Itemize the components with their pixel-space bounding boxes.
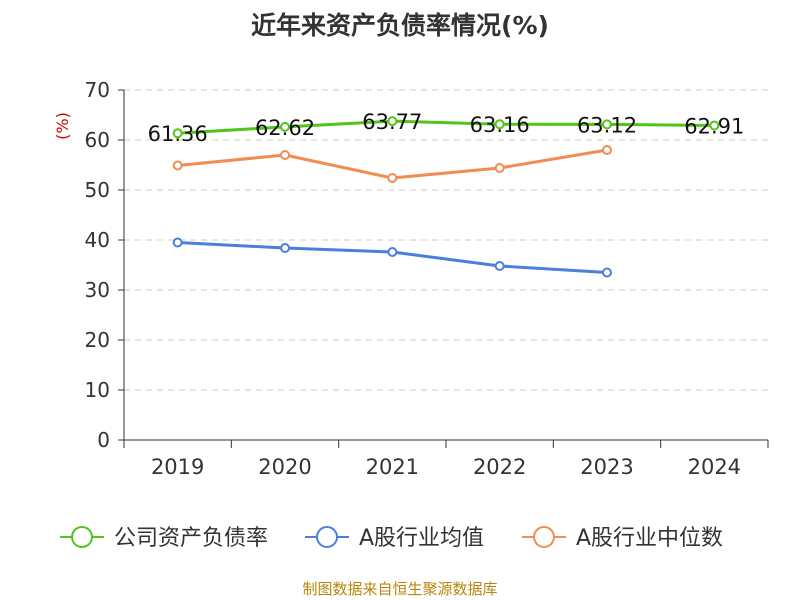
data-point (602, 119, 612, 130)
y-tick-label: 70 (85, 78, 110, 102)
data-point (494, 119, 505, 130)
data-point (280, 150, 290, 160)
x-tick-label: 2022 (473, 455, 526, 479)
data-point (172, 128, 183, 139)
y-axis-label: (%) (53, 112, 72, 140)
x-tick-label: 2021 (366, 455, 419, 479)
x-tick-label: 2024 (688, 455, 741, 479)
series-line (177, 119, 715, 135)
data-point (280, 121, 290, 132)
y-tick-label: 0 (97, 428, 110, 452)
data-label: 63.16 (470, 113, 530, 137)
data-label: 62.91 (684, 114, 744, 138)
x-tick-label: 2023 (580, 455, 633, 479)
y-tick-label: 50 (85, 178, 110, 202)
x-tick-label: 2020 (258, 455, 311, 479)
legend-label: A股行业中位数 (576, 526, 723, 551)
data-point (172, 160, 183, 171)
legend-label: A股行业均值 (359, 526, 484, 551)
data-point (602, 267, 612, 278)
data-point (494, 163, 505, 173)
legend-marker (71, 526, 93, 548)
y-tick-label: 20 (85, 328, 110, 352)
data-label: 61.36 (148, 122, 208, 146)
source-note: 制图数据来自恒生聚源数据库 (302, 580, 498, 598)
legend-marker (533, 526, 555, 548)
data-point (494, 261, 505, 271)
data-label: 63.77 (362, 110, 422, 134)
data-point (387, 116, 398, 127)
data-point (387, 247, 398, 257)
data-label: 62.62 (255, 116, 315, 140)
data-label: 63.12 (577, 113, 637, 137)
y-tick-label: 40 (85, 228, 110, 252)
data-point (387, 173, 398, 183)
y-tick-label: 10 (85, 378, 110, 402)
x-tick-label: 2019 (151, 455, 204, 479)
data-point (172, 237, 183, 248)
data-point (602, 145, 612, 155)
chart-title: 近年来资产负债率情况(%) (251, 11, 549, 40)
legend-marker (316, 526, 338, 548)
y-tick-label: 30 (85, 278, 110, 302)
data-point (280, 243, 290, 253)
legend-label: 公司资产负债率 (114, 526, 268, 551)
data-point (709, 120, 720, 131)
y-tick-label: 60 (85, 128, 110, 152)
